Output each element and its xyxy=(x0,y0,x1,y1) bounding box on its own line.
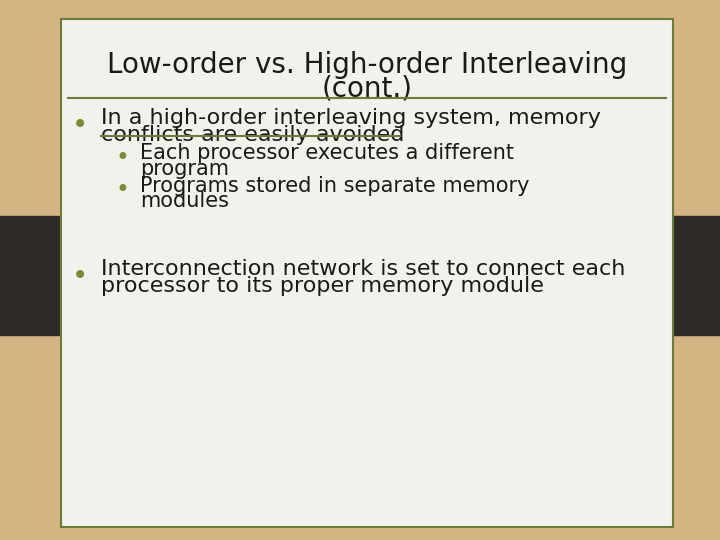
Text: (cont.): (cont.) xyxy=(322,75,413,103)
Text: In a high-order interleaving system, memory: In a high-order interleaving system, mem… xyxy=(101,108,600,128)
Text: •: • xyxy=(115,146,129,170)
Bar xyxy=(649,216,720,335)
Text: •: • xyxy=(115,178,129,202)
Text: •: • xyxy=(72,262,89,290)
Text: Each processor executes a different: Each processor executes a different xyxy=(140,143,514,163)
Text: program: program xyxy=(140,159,230,179)
Text: •: • xyxy=(72,111,89,139)
Bar xyxy=(0,216,85,335)
Text: Interconnection network is set to connect each: Interconnection network is set to connec… xyxy=(101,259,625,279)
Text: Programs stored in separate memory: Programs stored in separate memory xyxy=(140,176,530,195)
Text: modules: modules xyxy=(140,191,230,211)
Text: conflicts are easily avoided: conflicts are easily avoided xyxy=(101,125,404,145)
Text: processor to its proper memory module: processor to its proper memory module xyxy=(101,276,544,296)
Text: Low-order vs. High-order Interleaving: Low-order vs. High-order Interleaving xyxy=(107,51,627,79)
FancyBboxPatch shape xyxy=(61,19,673,526)
